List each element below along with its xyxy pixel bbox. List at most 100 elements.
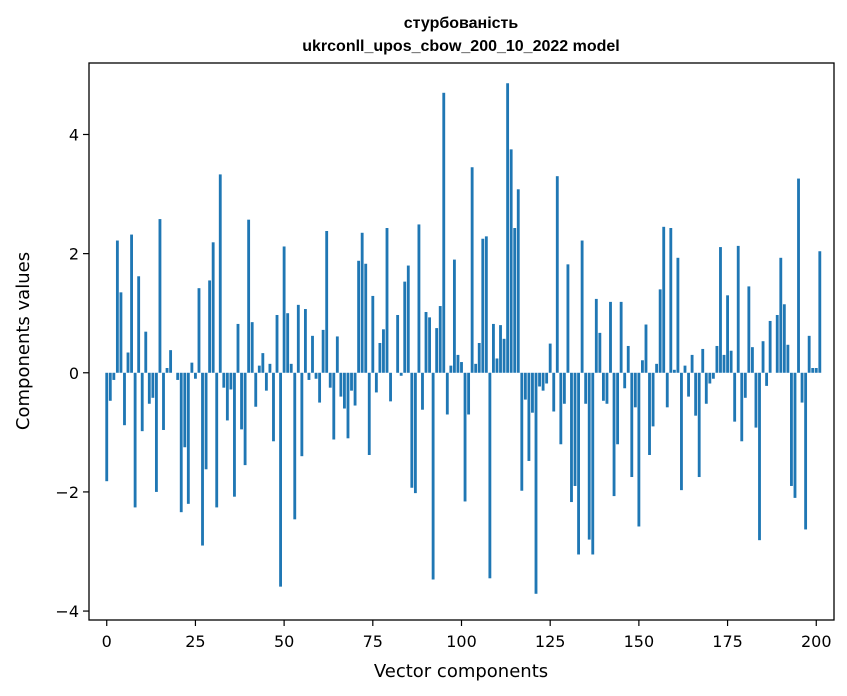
bar-component-107	[484, 236, 488, 373]
bar-component-193	[790, 372, 793, 486]
bar-component-163	[683, 365, 687, 373]
bar-component-20	[176, 372, 180, 380]
x-tick-label: 25	[185, 632, 205, 651]
bar-component-33	[222, 372, 226, 388]
bar-component-85	[406, 265, 410, 373]
bar-component-164	[687, 372, 690, 397]
bar-component-42	[254, 372, 258, 407]
bar-component-64	[332, 372, 336, 440]
bar-component-143	[612, 372, 616, 497]
bar-component-167	[697, 372, 701, 478]
bar-component-50	[282, 246, 286, 373]
bar-component-194	[793, 372, 797, 498]
bar-component-111	[499, 325, 502, 373]
bar-component-105	[477, 342, 481, 373]
y-tick-label: 0	[69, 364, 79, 383]
y-tick-label: 2	[69, 245, 79, 264]
bar-component-25	[194, 372, 197, 379]
bar-component-171	[711, 372, 715, 379]
bar-component-0	[105, 372, 109, 482]
bar-component-47	[272, 372, 275, 442]
bar-component-45	[264, 372, 268, 391]
bar-component-48	[275, 314, 279, 373]
bar-component-98	[452, 259, 456, 373]
bar-component-15	[158, 219, 162, 373]
bar-component-60	[318, 372, 322, 403]
bar-component-142	[609, 301, 612, 373]
x-tick-label: 175	[712, 632, 743, 651]
bar-component-83	[399, 372, 403, 376]
bar-component-175	[726, 295, 729, 373]
bar-component-169	[704, 372, 708, 404]
bar-component-95	[442, 92, 446, 373]
x-tick-label: 150	[624, 632, 655, 651]
bar-component-178	[736, 245, 740, 373]
bar-component-119	[527, 372, 531, 461]
bar-component-28	[204, 372, 208, 470]
bar-component-84	[403, 281, 407, 373]
bar-component-104	[474, 363, 478, 373]
bar-component-150	[637, 372, 641, 527]
bar-component-53	[293, 372, 297, 520]
bar-component-75	[371, 295, 375, 373]
bar-component-34	[225, 372, 229, 421]
bar-component-79	[385, 228, 389, 373]
plot-area-frame	[88, 62, 835, 621]
bar-component-190	[779, 257, 783, 373]
bar-component-172	[715, 345, 719, 373]
bar-component-23	[186, 372, 190, 504]
bar-component-68	[346, 372, 350, 439]
bar-component-78	[382, 329, 385, 373]
bar-component-118	[523, 372, 527, 400]
bar-component-77	[378, 342, 382, 373]
x-tick-label: 125	[535, 632, 566, 651]
bar-component-128	[559, 372, 563, 445]
bar-component-126	[552, 372, 556, 412]
x-axis-label: Vector components	[374, 661, 548, 682]
x-tick-label: 50	[274, 632, 294, 651]
bar-component-176	[729, 350, 733, 373]
bar-component-58	[311, 335, 314, 373]
x-tick-label: 0	[102, 632, 112, 651]
bar-component-87	[413, 372, 417, 494]
bar-component-10	[140, 372, 144, 432]
bar-component-195	[797, 178, 800, 373]
bar-component-1	[108, 372, 112, 401]
bar-component-147	[626, 345, 630, 373]
bar-component-158	[665, 372, 669, 408]
x-tick-label: 200	[801, 632, 832, 651]
bar-component-200	[814, 368, 818, 373]
bar-component-82	[396, 314, 400, 373]
bar-component-21	[179, 372, 183, 513]
bar-component-165	[690, 354, 694, 373]
bar-component-161	[676, 257, 680, 373]
bar-component-132	[573, 372, 577, 486]
bar-component-103	[470, 167, 474, 373]
bar-component-71	[357, 260, 361, 373]
bar-component-130	[566, 264, 570, 373]
bar-component-14	[154, 372, 158, 492]
bar-component-31	[215, 372, 219, 508]
bar-component-149	[633, 372, 637, 408]
bar-component-125	[548, 343, 552, 373]
bar-component-59	[314, 372, 318, 379]
x-tick-label: 100	[446, 632, 477, 651]
bar-component-129	[562, 372, 566, 404]
bar-component-11	[144, 331, 148, 373]
bar-component-7	[130, 234, 133, 373]
bar-component-182	[750, 347, 754, 373]
bar-component-123	[541, 372, 545, 391]
bar-component-97	[449, 365, 453, 373]
bar-component-192	[786, 344, 790, 373]
bar-component-30	[211, 242, 215, 373]
bar-component-92	[431, 372, 435, 580]
bar-component-196	[800, 372, 804, 403]
bar-component-57	[307, 372, 311, 380]
bar-component-73	[364, 263, 368, 373]
bar-component-56	[303, 309, 307, 373]
bar-component-113	[506, 83, 510, 373]
bar-component-198	[807, 335, 811, 373]
bar-component-197	[804, 372, 808, 530]
bar-component-116	[516, 189, 520, 373]
